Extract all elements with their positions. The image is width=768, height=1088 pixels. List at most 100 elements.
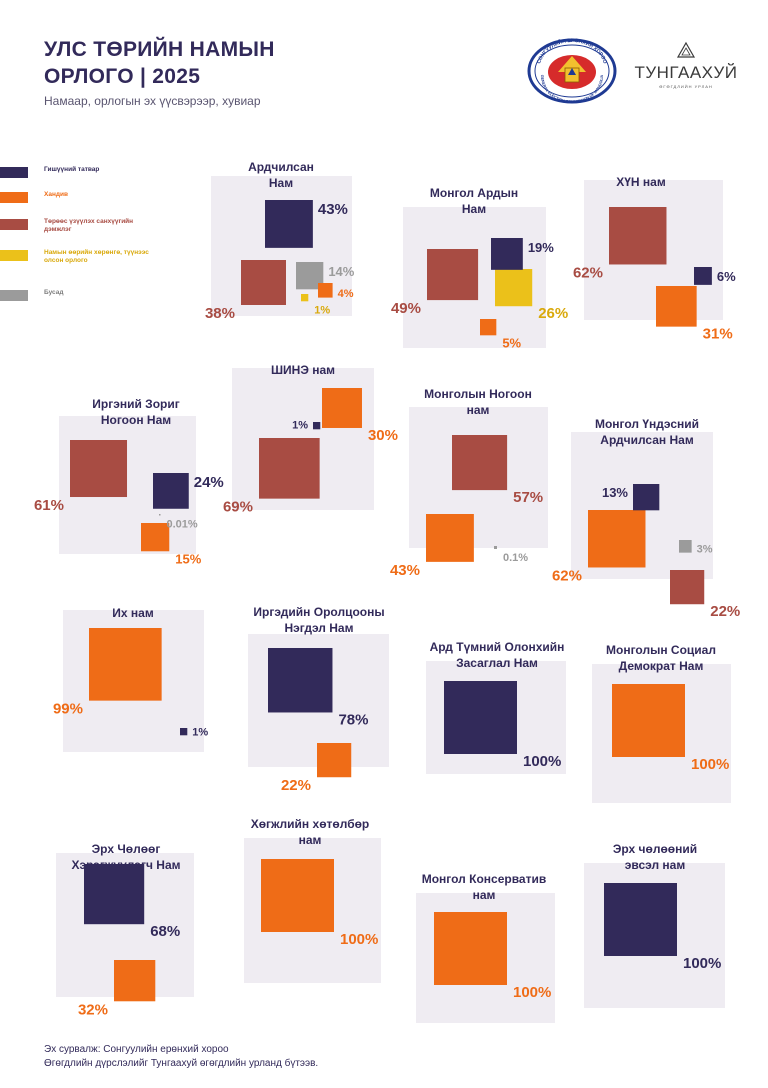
footer: Эх сурвалж: Сонгуулийн ерөнхий хороо Өгө…	[44, 1043, 318, 1071]
party-15-name-line-2: эвсэл нам	[625, 858, 686, 872]
party-4-square-donations	[141, 523, 170, 552]
party-1-square-own-activity	[301, 294, 309, 302]
party-2-square-state-support	[427, 249, 479, 301]
party-10-square-dues	[444, 681, 517, 754]
party-13-name-line-1: Хөгжлийн хөтөлбөр	[251, 817, 370, 831]
party-9-name-line-1: Иргэдийн Оролцооны	[253, 605, 384, 619]
party-3-square-state-support	[609, 207, 667, 265]
party-3-name-line-1: ХҮН нам	[616, 175, 666, 189]
legend-label-other: Бусад	[44, 289, 64, 296]
party-8-name-line-1: Их нам	[112, 606, 154, 620]
party-3-square-donations	[656, 286, 697, 327]
party-13-label-donations: 100%	[340, 931, 378, 948]
party-11-name-line-1: Монголын Социал	[606, 643, 716, 657]
party-10-label-dues: 100%	[523, 753, 561, 770]
party-1-square-state-support	[241, 260, 287, 306]
party-5-label-donations: 30%	[368, 427, 398, 444]
party-7-square-other	[679, 540, 692, 553]
party-9-label-dues: 78%	[338, 711, 368, 728]
party-15-label-dues: 100%	[683, 955, 721, 972]
party-6-label-state-support: 57%	[513, 489, 543, 506]
legend-swatch-own-activity	[0, 250, 28, 261]
legend-label-own-activity: Намын өөрийн хөрөнгө, түүнээс олсон орло…	[44, 249, 149, 264]
party-9-square-dues	[268, 648, 333, 713]
party-12-square-donations	[114, 960, 156, 1002]
party-1-label-other: 14%	[328, 264, 354, 279]
party-8-square-donations	[89, 628, 162, 701]
party-2-label-dues: 19%	[528, 240, 554, 255]
party-6-label-donations: 43%	[390, 562, 420, 579]
title-line-1: УЛС ТӨРИЙН НАМЫН	[44, 38, 275, 61]
party-7-name-line-2: Ардчилсан Нам	[600, 433, 694, 447]
party-8-square-dues	[180, 728, 188, 736]
party-4-name-line-1: Иргэний Зориг	[92, 397, 179, 411]
legend-swatch-other	[0, 290, 28, 301]
legend-label-dues: Гишүүний татвар	[44, 166, 100, 173]
party-12-label-donations: 32%	[78, 1001, 108, 1018]
legend-swatch-donations	[0, 192, 28, 203]
party-12-square-dues	[84, 864, 145, 925]
party-15-square-dues	[604, 883, 677, 956]
legend-label-donations: Хандив	[44, 191, 68, 198]
party-1-label-dues: 43%	[318, 201, 348, 218]
party-1-name-line-2: Нам	[269, 176, 293, 190]
party-12-name-line-1: Эрх Чөлөөг	[92, 842, 161, 856]
party-6-name-line-2: нам	[467, 403, 490, 417]
credit-note: Өгөгдлийн дүрслэлийг Тунгаахуй өгөгдлийн…	[44, 1058, 319, 1069]
party-14-label-donations: 100%	[513, 984, 551, 1001]
brand-tagline: ӨГӨГДЛИЙН УРЛАН	[659, 84, 713, 89]
party-15-name-line-1: Эрх чөлөөний	[613, 842, 697, 856]
party-11-name-line-2: Демократ Нам	[619, 659, 704, 673]
party-4-label-state-support: 61%	[34, 497, 64, 514]
page-title: УЛС ТӨРИЙН НАМЫН ОРЛОГО | 2025	[44, 36, 275, 90]
party-5-square-state-support	[259, 438, 320, 499]
party-4-label-dues: 24%	[194, 474, 224, 491]
party-1-square-dues	[265, 200, 313, 248]
legend-swatch-state-support	[0, 219, 28, 230]
party-12-label-dues: 68%	[150, 923, 180, 940]
party-4-square-state-support	[70, 440, 128, 498]
party-2-label-state-support: 49%	[391, 300, 421, 317]
party-6-square-donations	[426, 514, 474, 562]
party-7-square-dues	[633, 484, 660, 511]
party-7-label-other: 3%	[697, 544, 713, 556]
title-line-2: ОРЛОГО | 2025	[44, 65, 201, 88]
party-3-label-state-support: 62%	[573, 264, 603, 281]
party-5-label-state-support: 69%	[223, 499, 253, 516]
party-9-label-donations: 22%	[281, 777, 311, 794]
brand-wordmark: ТУНГААХУЙ	[634, 63, 737, 82]
party-7-label-donations: 62%	[552, 567, 582, 584]
party-14-square-donations	[434, 912, 507, 985]
party-1-name-line-1: Ардчилсан	[248, 160, 314, 174]
party-8-label-dues: 1%	[192, 726, 208, 738]
party-9-name-line-2: Нэгдэл Нам	[285, 621, 354, 635]
party-1-label-state-support: 38%	[205, 305, 235, 322]
party-4-square-other	[159, 514, 161, 516]
party-8-label-donations: 99%	[53, 701, 83, 718]
party-10-name-line-1: Ард Түмний Олонхийн	[430, 640, 565, 654]
page-subtitle: Намаар, орлогын эх үүсвэрээр, хувиар	[44, 94, 261, 108]
legend-swatch-dues	[0, 167, 28, 178]
party-4-name-line-2: Ногоон Нам	[101, 413, 171, 427]
party-11-label-donations: 100%	[691, 756, 729, 773]
party-2-square-dues	[491, 238, 523, 270]
party-4-label-donations: 15%	[175, 551, 201, 566]
party-7-label-state-support: 22%	[710, 603, 740, 620]
party-6-square-other	[494, 546, 497, 549]
party-1-label-donations: 4%	[338, 288, 354, 300]
party-3-label-dues: 6%	[717, 269, 736, 284]
party-2-name-line-1: Монгол Ардын	[430, 186, 518, 200]
party-4-label-other: 0.01%	[167, 519, 198, 531]
party-7-name-line-1: Монгол Үндэсний	[595, 417, 699, 431]
party-7-square-state-support	[670, 570, 705, 605]
party-1-square-donations	[318, 283, 333, 298]
party-14-name-line-2: нам	[473, 888, 496, 902]
party-5-square-dues	[313, 422, 321, 430]
party-7-label-dues: 13%	[602, 485, 628, 500]
source-note: Эх сурвалж: Сонгуулийн ерөнхий хороо	[44, 1044, 229, 1055]
party-13-square-donations	[261, 859, 334, 932]
party-13-name-line-2: нам	[299, 833, 322, 847]
election-commission-seal-logo: СОНГУУЛИЙН ЕРӨНХИЙ ХОРОО GENERAL ELECTIO…	[527, 38, 617, 104]
party-2-label-own-activity: 26%	[538, 305, 568, 322]
